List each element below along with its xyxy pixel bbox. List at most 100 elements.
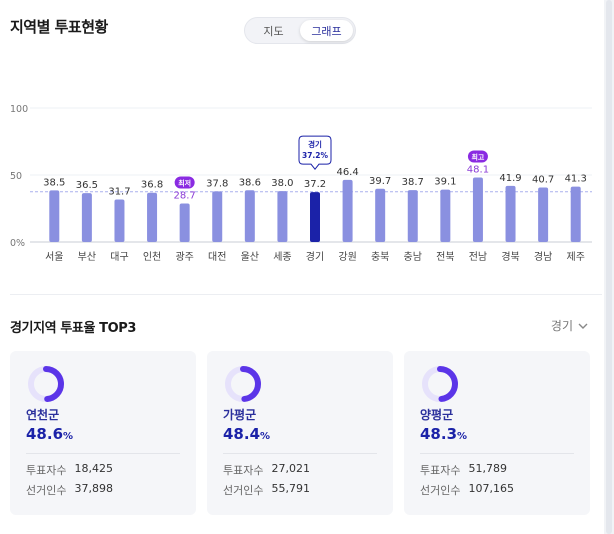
x-tick-label: 강원 xyxy=(338,251,356,263)
badge xyxy=(467,150,488,163)
badge-label: 최저 xyxy=(178,179,191,188)
card-region-name: 양평군 xyxy=(420,408,454,422)
bar xyxy=(505,185,516,242)
electorate-label: 선거인수 xyxy=(420,484,461,497)
bar xyxy=(49,190,60,242)
bar-value-label: 28.7 xyxy=(174,191,196,202)
bar-value-label: 46.4 xyxy=(336,167,358,178)
bar xyxy=(375,188,386,242)
electorate-value: 55,791 xyxy=(271,482,310,495)
bar-value-label: 40.7 xyxy=(532,174,554,185)
card-rate-unit: % xyxy=(260,431,271,442)
x-tick-label: 대전 xyxy=(208,251,226,263)
electorate-value: 107,165 xyxy=(468,482,514,495)
voters-label: 투표자수 xyxy=(26,464,67,477)
bar-value-label: 38.5 xyxy=(43,177,65,188)
bar-value-label: 48.1 xyxy=(467,165,489,176)
bar xyxy=(407,190,418,242)
card-voters-row: 투표자수 27,021 xyxy=(223,462,377,478)
bar-value-label: 38.7 xyxy=(402,177,424,188)
voters-label: 투표자수 xyxy=(223,464,264,477)
y-tick-label: 100 xyxy=(10,104,28,115)
bar xyxy=(114,199,125,242)
x-tick-label: 부산 xyxy=(78,251,96,263)
turnout-donut-icon xyxy=(28,366,64,402)
voters-label: 투표자수 xyxy=(420,464,461,477)
bar-value-label: 36.5 xyxy=(76,180,98,191)
bar xyxy=(310,192,320,242)
toggle-graph[interactable]: 그래프 xyxy=(300,20,353,41)
badge-label: 최고 xyxy=(471,153,484,162)
bar-value-label: 41.9 xyxy=(499,173,521,184)
x-tick-label: 서울 xyxy=(45,251,63,263)
x-tick-label: 대구 xyxy=(110,251,128,263)
top3-card[interactable]: 연천군 48.6% 투표자수 18,425 선거인수 37,898 xyxy=(10,351,196,515)
card-region-name: 가평군 xyxy=(223,408,257,422)
section-title: 지역별 투표현황 xyxy=(10,18,108,36)
x-tick-label: 제주 xyxy=(567,251,585,263)
bar xyxy=(472,177,483,242)
bar xyxy=(538,187,549,242)
bar xyxy=(147,192,158,242)
card-rate: 48.4% xyxy=(223,425,377,443)
bar xyxy=(81,193,92,242)
badge xyxy=(174,176,195,189)
tooltip-value: 37.2% xyxy=(302,151,329,160)
x-tick-label: 전북 xyxy=(436,251,454,263)
card-rate: 48.6% xyxy=(26,425,180,443)
selected-tooltip xyxy=(298,135,332,170)
top3-card[interactable]: 가평군 48.4% 투표자수 27,021 선거인수 55,791 xyxy=(207,351,393,515)
voters-value: 27,021 xyxy=(271,462,310,475)
x-tick-label: 울산 xyxy=(241,251,259,263)
region-select-label: 경기 xyxy=(550,319,573,333)
x-tick-label: 전남 xyxy=(469,251,487,263)
bar-value-label: 31.7 xyxy=(108,187,130,198)
card-rate-unit: % xyxy=(63,431,74,442)
view-toggle[interactable]: 지도 그래프 xyxy=(244,17,356,44)
top3-card[interactable]: 양평군 48.3% 투표자수 51,789 선거인수 107,165 xyxy=(404,351,590,515)
bar xyxy=(277,191,288,242)
card-rate-value: 48.3 xyxy=(420,425,458,443)
bar-value-label: 41.3 xyxy=(565,174,587,185)
top3-title: 경기지역 투표율 TOP3 xyxy=(10,321,137,336)
card-divider xyxy=(420,453,574,454)
bar-value-label: 37.2 xyxy=(304,179,326,190)
bar-value-label: 38.6 xyxy=(239,177,261,188)
electorate-label: 선거인수 xyxy=(223,484,264,497)
card-electorate-row: 선거인수 37,898 xyxy=(26,482,180,498)
bar-value-label: 37.8 xyxy=(206,178,228,189)
top3-cards: 연천군 48.6% 투표자수 18,425 선거인수 37,898 가평군 48.4… xyxy=(10,351,590,515)
scrollbar[interactable] xyxy=(604,0,614,534)
bar xyxy=(342,179,353,242)
bar xyxy=(570,186,581,242)
bar-value-label: 38.0 xyxy=(271,178,293,189)
electorate-value: 37,898 xyxy=(74,482,113,495)
bar-value-label: 39.1 xyxy=(434,177,456,188)
voters-value: 51,789 xyxy=(468,462,507,475)
card-rate-value: 48.6 xyxy=(26,425,64,443)
tooltip-name: 경기 xyxy=(308,139,322,149)
bar xyxy=(244,190,255,242)
card-rate-unit: % xyxy=(457,431,468,442)
card-divider xyxy=(26,453,180,454)
turnout-donut-icon xyxy=(422,366,458,402)
card-rate: 48.3% xyxy=(420,425,574,443)
x-tick-label: 경북 xyxy=(501,250,519,263)
chevron-down-icon xyxy=(578,323,588,329)
card-divider xyxy=(223,453,377,454)
x-tick-label: 충북 xyxy=(371,251,389,263)
region-select[interactable]: 경기 xyxy=(551,317,588,334)
scrollbar-thumb[interactable] xyxy=(606,0,612,534)
toggle-map[interactable]: 지도 xyxy=(263,24,284,38)
electorate-label: 선거인수 xyxy=(26,484,67,497)
bar xyxy=(212,191,223,242)
x-tick-label: 세종 xyxy=(273,251,291,263)
x-tick-label: 충남 xyxy=(404,251,422,263)
turnout-donut-icon xyxy=(225,366,261,402)
card-electorate-row: 선거인수 107,165 xyxy=(420,482,574,498)
turnout-bar-chart: 0% 50 100 38.5 서울 36.5 부산 31.7 대구 36.8 인천 28.7 광주 최저 3… xyxy=(10,104,592,263)
y-tick-label: 0% xyxy=(10,238,25,249)
y-tick-label: 50 xyxy=(10,171,22,182)
divider xyxy=(10,294,602,295)
card-rate-value: 48.4 xyxy=(223,425,261,443)
